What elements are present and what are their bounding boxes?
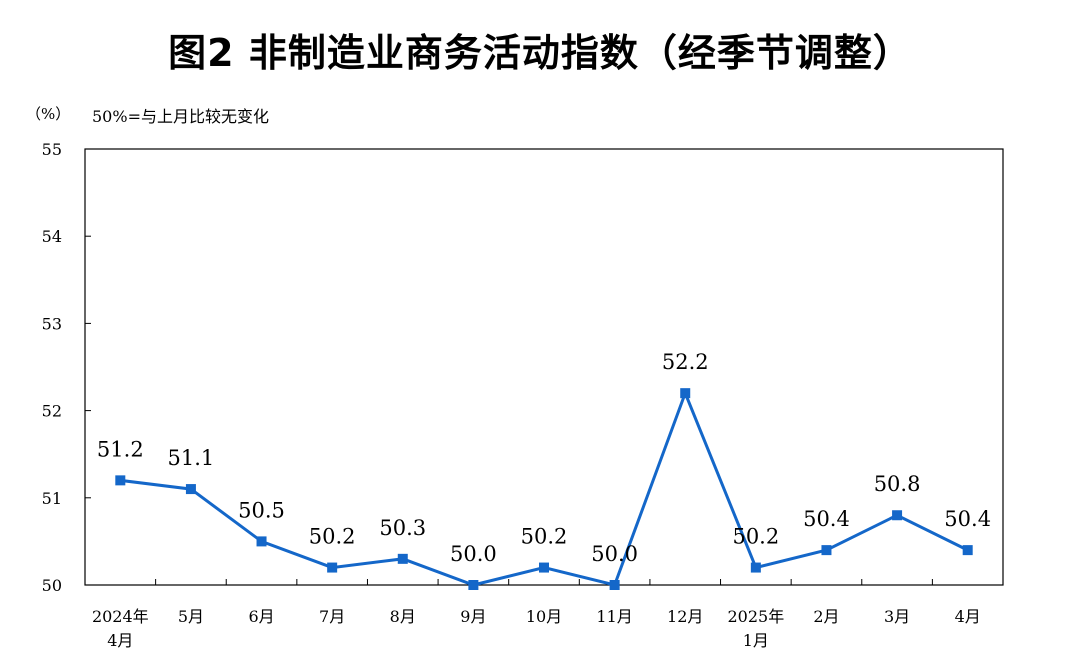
data-label: 52.2	[662, 350, 709, 374]
data-point-marker	[256, 536, 267, 547]
x-tick-label: 6月	[248, 607, 274, 626]
data-point-marker	[821, 545, 832, 556]
x-tick-label: 2024年	[92, 607, 149, 626]
data-point-marker	[892, 510, 903, 521]
y-tick-label: 50	[42, 576, 62, 595]
x-tick-label: 2025年	[727, 607, 784, 626]
data-label: 51.2	[97, 437, 144, 461]
data-label: 50.2	[521, 525, 568, 549]
x-tick-label: 7月	[319, 607, 345, 626]
y-tick-label: 54	[42, 227, 62, 246]
data-label: 50.3	[379, 516, 426, 540]
chart-title: 图2 非制造业商务活动指数（经季节调整）	[168, 31, 912, 75]
data-point-marker	[680, 388, 691, 399]
data-label: 51.1	[168, 446, 215, 470]
x-tick-label: 11月	[596, 607, 632, 626]
data-point-marker	[397, 553, 408, 564]
data-point-marker	[962, 545, 973, 556]
data-label: 50.8	[874, 472, 921, 496]
data-label: 50.0	[591, 542, 638, 566]
data-label: 50.5	[238, 498, 285, 522]
y-tick-label: 52	[42, 402, 62, 421]
x-tick-label: 12月	[667, 607, 703, 626]
chart-note: 50%=与上月比较无变化	[92, 107, 269, 126]
data-point-marker	[609, 580, 620, 590]
data-label: 50.2	[732, 525, 779, 549]
series-line	[120, 388, 969, 587]
plot-frame	[84, 148, 1004, 586]
y-tick-label: 51	[42, 489, 62, 508]
y-tick-label: 53	[42, 314, 62, 333]
data-label: 50.0	[450, 542, 497, 566]
x-tick-label: 1月	[743, 631, 769, 650]
data-point-marker	[468, 580, 479, 590]
data-point-marker	[115, 475, 126, 486]
x-tick-label: 5月	[178, 607, 204, 626]
y-unit-label: （%）	[26, 105, 71, 123]
x-tick-label: 8月	[390, 607, 416, 626]
x-tick-label: 3月	[884, 607, 910, 626]
y-tick-label: 55	[42, 140, 62, 159]
data-label: 50.2	[309, 525, 356, 549]
x-tick-label: 9月	[460, 607, 486, 626]
data-point-marker	[750, 562, 761, 573]
data-label: 50.4	[803, 507, 850, 531]
data-point-marker	[185, 484, 196, 495]
x-tick-label: 4月	[107, 631, 133, 650]
x-tick-label: 4月	[955, 607, 981, 626]
x-tick-label: 10月	[526, 607, 562, 626]
data-point-marker	[327, 562, 338, 573]
data-label: 50.4	[944, 507, 991, 531]
x-tick-label: 2月	[813, 607, 839, 626]
data-point-marker	[539, 562, 549, 573]
